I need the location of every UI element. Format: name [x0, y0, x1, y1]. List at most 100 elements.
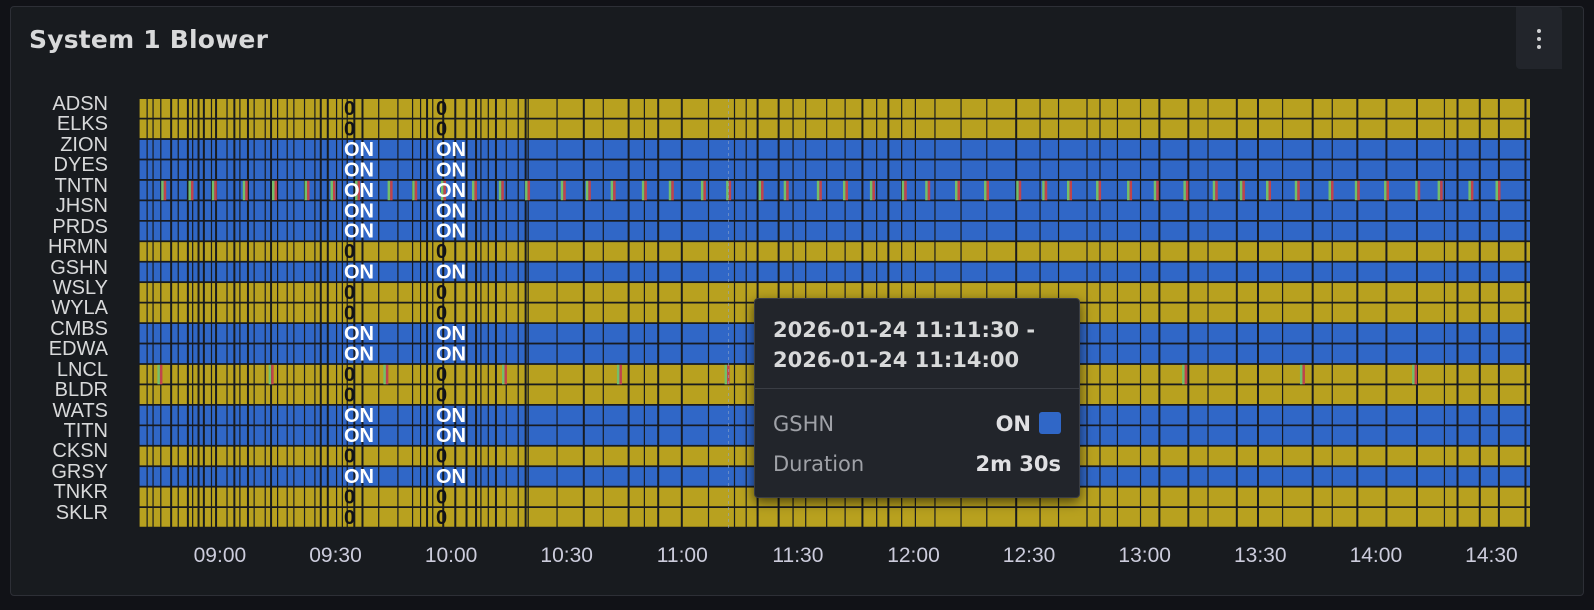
tntn-fault[interactable] — [501, 180, 504, 201]
tntn-transition[interactable] — [585, 180, 589, 201]
tntn-transition[interactable] — [1127, 180, 1130, 201]
tntn-transition[interactable] — [1183, 180, 1186, 201]
lncl-fault[interactable] — [619, 364, 622, 385]
tntn-fault[interactable] — [332, 180, 336, 201]
tntn-fault[interactable] — [728, 180, 732, 201]
tntn-transition[interactable] — [1328, 180, 1332, 201]
tntn-transition[interactable] — [726, 180, 729, 201]
tntn-fault[interactable] — [443, 180, 446, 201]
state-bar-zion[interactable] — [139, 139, 1530, 160]
tntn-fault[interactable] — [1498, 180, 1501, 201]
tntn-transition[interactable] — [1266, 180, 1269, 201]
tntn-fault[interactable] — [1215, 180, 1218, 201]
tntn-fault[interactable] — [588, 180, 591, 201]
tntn-transition[interactable] — [641, 180, 645, 201]
tntn-transition[interactable] — [925, 180, 928, 201]
tntn-transition[interactable] — [387, 180, 391, 201]
tntn-transition[interactable] — [560, 180, 564, 201]
tntn-transition[interactable] — [1495, 180, 1499, 201]
tntn-fault[interactable] — [1470, 180, 1474, 201]
tntn-transition[interactable] — [412, 180, 415, 201]
tntn-fault[interactable] — [644, 180, 647, 201]
state-bar-prds[interactable] — [139, 221, 1530, 242]
lncl-fault[interactable] — [1184, 364, 1188, 385]
tntn-transition[interactable] — [242, 180, 246, 201]
lncl-transition[interactable] — [501, 364, 505, 385]
tntn-fault[interactable] — [1386, 180, 1390, 201]
state-bar-tntn[interactable] — [139, 180, 1530, 201]
tntn-fault[interactable] — [703, 180, 706, 201]
tntn-fault[interactable] — [1156, 180, 1159, 201]
state-bar-hrmn[interactable] — [139, 242, 1530, 262]
tntn-fault[interactable] — [1069, 180, 1072, 201]
tntn-fault[interactable] — [245, 180, 248, 201]
tntn-transition[interactable] — [668, 180, 672, 201]
tntn-transition[interactable] — [1437, 180, 1441, 201]
lncl-transition[interactable] — [1299, 364, 1303, 385]
tntn-transition[interactable] — [1212, 180, 1216, 201]
tntn-fault[interactable] — [357, 180, 361, 201]
tntn-fault[interactable] — [474, 180, 477, 201]
state-bar-wsly[interactable] — [139, 283, 1530, 303]
tntn-fault[interactable] — [986, 180, 990, 201]
lncl-transition[interactable] — [1182, 364, 1185, 385]
tntn-transition[interactable] — [700, 180, 704, 201]
lncl-fault[interactable] — [1414, 364, 1418, 385]
tntn-transition[interactable] — [1415, 180, 1418, 201]
tntn-fault[interactable] — [819, 180, 822, 201]
tntn-fault[interactable] — [414, 180, 418, 201]
tntn-fault[interactable] — [1242, 180, 1245, 201]
tntn-transition[interactable] — [1066, 180, 1070, 201]
tntn-fault[interactable] — [1297, 180, 1300, 201]
tntn-fault[interactable] — [527, 180, 531, 201]
tntn-transition[interactable] — [272, 180, 275, 201]
tntn-fault[interactable] — [1417, 180, 1421, 201]
tntn-fault[interactable] — [761, 180, 764, 201]
lncl-transition[interactable] — [1412, 364, 1415, 385]
lncl-transition[interactable] — [724, 364, 728, 385]
tntn-fault[interactable] — [1331, 180, 1334, 201]
tntn-transition[interactable] — [1384, 180, 1387, 201]
tntn-transition[interactable] — [842, 180, 846, 201]
tntn-fault[interactable] — [390, 180, 393, 201]
tntn-fault[interactable] — [957, 180, 960, 201]
state-bar-dyes[interactable] — [139, 160, 1530, 180]
lncl-transition[interactable] — [616, 364, 620, 385]
tntn-fault[interactable] — [1129, 180, 1133, 201]
tntn-fault[interactable] — [1440, 180, 1443, 201]
tntn-fault[interactable] — [1044, 180, 1048, 201]
tntn-transition[interactable] — [610, 180, 614, 201]
tntn-fault[interactable] — [845, 180, 848, 201]
tntn-fault[interactable] — [671, 180, 674, 201]
tntn-fault[interactable] — [872, 180, 875, 201]
tntn-fault[interactable] — [190, 180, 194, 201]
lncl-fault[interactable] — [385, 364, 389, 385]
tntn-transition[interactable] — [901, 180, 905, 201]
tntn-fault[interactable] — [1018, 180, 1022, 201]
tntn-transition[interactable] — [984, 180, 987, 201]
tntn-transition[interactable] — [1294, 180, 1298, 201]
tntn-transition[interactable] — [1468, 180, 1471, 201]
state-bar-elks[interactable] — [139, 119, 1530, 139]
tntn-transition[interactable] — [525, 180, 528, 201]
tntn-transition[interactable] — [161, 180, 164, 201]
state-bar-adsn[interactable] — [139, 99, 1530, 119]
tntn-fault[interactable] — [927, 180, 931, 201]
lncl-fault[interactable] — [159, 364, 163, 385]
tntn-fault[interactable] — [163, 180, 167, 201]
tntn-fault[interactable] — [307, 180, 310, 201]
panel-menu-button[interactable] — [1516, 7, 1562, 69]
tntn-transition[interactable] — [869, 180, 873, 201]
state-bar-sklr[interactable] — [139, 508, 1530, 528]
lncl-fault[interactable] — [1302, 364, 1305, 385]
tntn-transition[interactable] — [1042, 180, 1045, 201]
tntn-transition[interactable] — [1096, 180, 1099, 201]
lncl-transition[interactable] — [383, 364, 386, 385]
tntn-transition[interactable] — [498, 180, 502, 201]
tntn-fault[interactable] — [904, 180, 907, 201]
tntn-transition[interactable] — [1239, 180, 1243, 201]
tntn-transition[interactable] — [1354, 180, 1358, 201]
lncl-transition[interactable] — [157, 364, 160, 385]
lncl-fault[interactable] — [727, 364, 730, 385]
